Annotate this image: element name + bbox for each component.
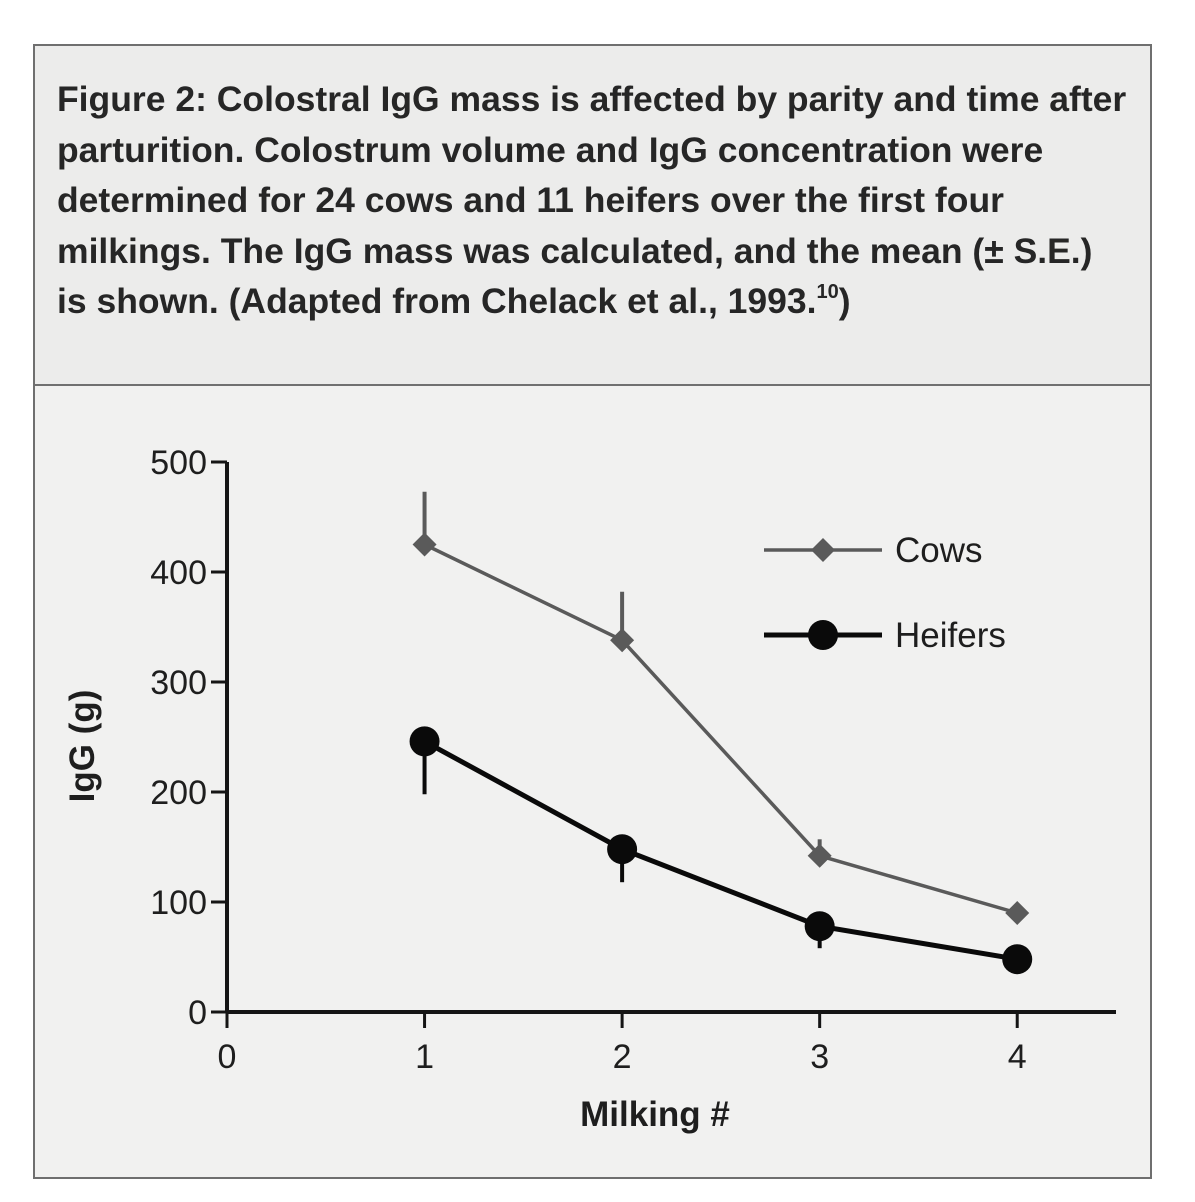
y-tick-label: 400 (150, 554, 207, 592)
series-heifers (409, 726, 1033, 975)
x-tick-label: 3 (810, 1038, 829, 1076)
x-axis-title: Milking # (580, 1095, 730, 1134)
data-point-heifers (1002, 944, 1033, 975)
figure-label: Figure 2: (57, 79, 207, 119)
legend-marker-cows (811, 538, 835, 562)
legend-marker-heifers (808, 620, 838, 650)
figure-caption: Figure 2: Colostral IgG mass is affected… (57, 74, 1127, 327)
x-tick-label: 1 (415, 1038, 434, 1076)
series-line-cows (423, 542, 1018, 915)
data-point-cows (807, 843, 832, 868)
series-cows (412, 491, 1030, 925)
figure-box: Figure 2: Colostral IgG mass is affected… (33, 44, 1152, 1179)
y-tick-label: 300 (150, 664, 207, 702)
y-tick-label: 500 (150, 444, 207, 482)
data-point-heifers (804, 911, 835, 942)
chart-panel: 0 1 2 3 4 0 100 200 300 400 500 Cows Heifers Milkin… (35, 386, 1150, 1177)
data-point-cows (1005, 901, 1030, 925)
data-point-cows (610, 628, 635, 653)
data-point-heifers (409, 726, 440, 757)
citation-number: 10 (816, 281, 839, 304)
caption-panel: Figure 2: Colostral IgG mass is affected… (35, 46, 1150, 386)
x-tick-label: 0 (218, 1038, 237, 1076)
caption-close: ) (838, 281, 851, 321)
data-point-cows (412, 532, 437, 557)
legend-label-heifers: Heifers (895, 616, 1006, 655)
series-line-heifers (423, 739, 1018, 962)
chart-axes: 0 1 2 3 4 0 100 200 300 400 500 (150, 444, 1116, 1076)
x-tick-label: 4 (1008, 1038, 1027, 1076)
caption-text: Colostral IgG mass is affected by parity… (57, 79, 1127, 321)
x-tick-label: 2 (613, 1038, 632, 1076)
y-tick-label: 100 (150, 884, 207, 922)
chart-legend: Cows Heifers (764, 531, 1006, 655)
chart-series-layer (409, 491, 1033, 975)
y-tick-label: 0 (188, 994, 207, 1032)
data-point-heifers (607, 834, 638, 865)
y-axis-title: IgG (g) (63, 690, 102, 803)
y-tick-label: 200 (150, 774, 207, 812)
legend-label-cows: Cows (895, 531, 983, 570)
